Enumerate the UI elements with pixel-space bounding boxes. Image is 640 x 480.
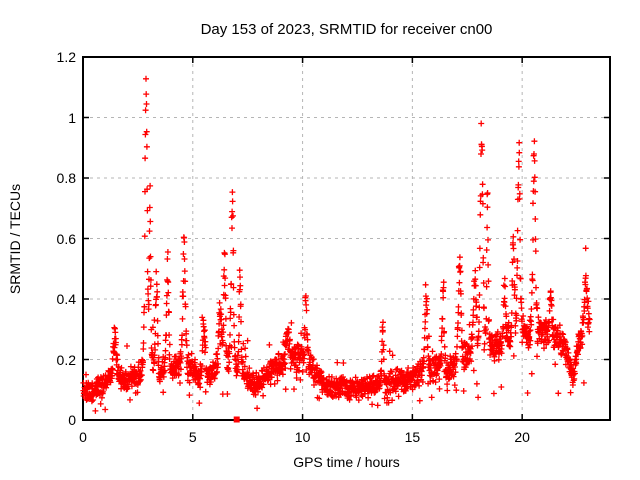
y-tick-label: 0.8: [56, 170, 76, 186]
y-tick-label: 0.2: [56, 351, 76, 368]
x-axis-label: GPS time / hours: [293, 454, 400, 470]
x-tick-label: 5: [188, 429, 197, 445]
y-tick-label: 0.6: [56, 230, 76, 247]
y-tick-label: 0: [68, 412, 76, 428]
y-tick-label: 1: [68, 109, 76, 126]
y-tick-label: 1.2: [56, 49, 76, 65]
x-tick-label: 10: [294, 429, 311, 445]
chart-title: Day 153 of 2023, SRMTID for receiver cn0…: [200, 21, 493, 38]
x-tick-label: 20: [514, 429, 530, 445]
x-tick-label: 15: [404, 429, 421, 445]
x-tick-label: 0: [79, 429, 87, 445]
y-tick-label: 0.4: [56, 291, 76, 307]
